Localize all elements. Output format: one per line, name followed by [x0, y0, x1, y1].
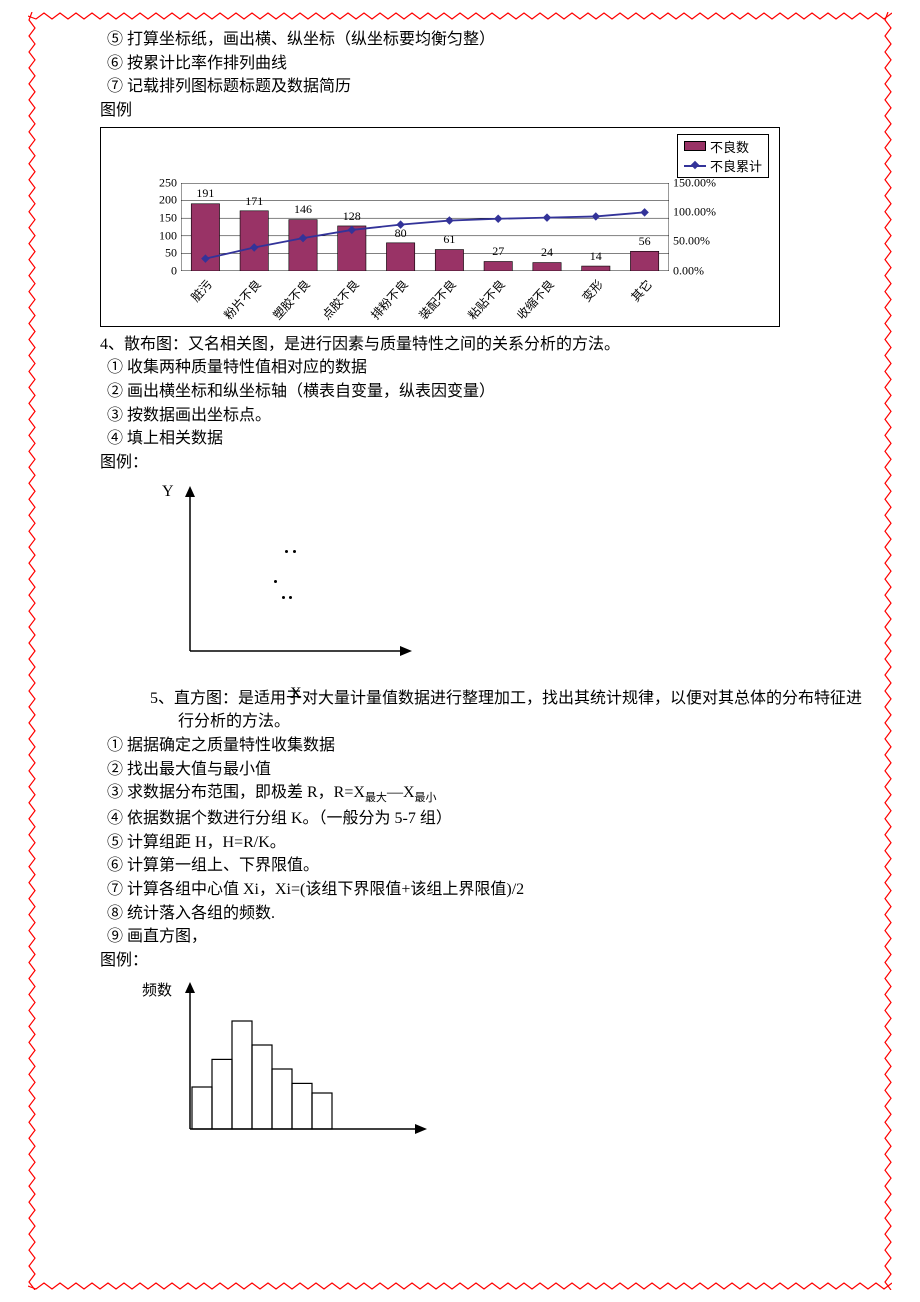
y-left-tick: 100 — [137, 228, 177, 243]
step3-sub1: 最大 — [365, 793, 387, 805]
legend-line-swatch — [684, 160, 706, 170]
histogram-y-label: 频数 — [142, 979, 172, 1000]
scatter-figure: Y X — [150, 481, 430, 681]
y-axis-right: 0.00%50.00%100.00%150.00% — [673, 183, 757, 271]
step3-sub2: 最小 — [415, 793, 437, 805]
section-5-title: 5、直方图：是适用于对大量计量值数据进行整理加工，找出其统计规律，以便对其总体的… — [100, 687, 870, 734]
x-category-label: 装配不良 — [415, 276, 460, 323]
bar-value-label: 14 — [590, 249, 602, 264]
section-4-step-3: ③ 按数据画出坐标点。 — [107, 404, 870, 428]
legend-bar-swatch — [684, 141, 706, 151]
step3-text: ③ 求数据分布范围，即极差 R，R=X — [107, 784, 365, 801]
scatter-point — [282, 596, 285, 599]
y-left-tick: 150 — [137, 210, 177, 225]
section-5-step-6: ⑥ 计算第一组上、下界限值。 — [107, 854, 870, 878]
legend-line-label: 不良累计 — [710, 156, 762, 175]
pareto-chart: 不良数 不良累计 0 50 100 150 200 250 0.00% 50.00% 100.… — [100, 127, 780, 327]
bar-value-label: 191 — [196, 186, 214, 201]
scatter-point — [293, 550, 296, 553]
x-category-label: 点胶不良 — [318, 276, 363, 323]
scatter-point — [289, 596, 292, 599]
y-left-tick: 200 — [137, 193, 177, 208]
x-category-label: 粉片不良 — [220, 276, 265, 323]
bar-value-label: 24 — [541, 245, 553, 260]
section-4-step-1: ① 收集两种质量特性值相对应的数据 — [107, 356, 870, 380]
plot-area: 191 171 146 128 80 61 27 24 14 56 — [181, 183, 669, 271]
histogram-svg — [150, 979, 450, 1149]
y-left-tick: 50 — [137, 246, 177, 261]
section-4-step-4: ④ 填上相关数据 — [107, 427, 870, 451]
section-4-title: 4、散布图：又名相关图，是进行因素与质量特性之间的关系分析的方法。 — [100, 333, 870, 357]
section-5-step-3: ③ 求数据分布范围，即极差 R，R=X最大—X最小 — [107, 781, 870, 806]
x-category-label: 粘贴不良 — [464, 276, 509, 323]
chart-legend: 不良数 不良累计 — [677, 134, 769, 178]
scatter-points — [150, 481, 430, 681]
y-axis-left: 050100150200250 — [135, 183, 179, 271]
bar-value-label: 146 — [294, 202, 312, 217]
legend-line-row: 不良累计 — [684, 156, 762, 175]
x-category-label: 排粉不良 — [366, 276, 411, 323]
section-5-step-7: ⑦ 计算各组中心值 Xi，Xi=(该组下界限值+该组上界限值)/2 — [107, 878, 870, 902]
section-5-step-8: ⑧ 统计落入各组的频数. — [107, 902, 870, 926]
intro-line-6: ⑥ 按累计比率作排列曲线 — [107, 52, 870, 76]
scatter-point — [285, 550, 288, 553]
y-left-tick: 0 — [137, 263, 177, 278]
y-right-tick: 100.00% — [673, 205, 716, 220]
section-5-step-1: ① 据据确定之质量特性收集数据 — [107, 734, 870, 758]
x-axis-labels: 脏污粉片不良塑胶不良点胶不良排粉不良装配不良粘贴不良收缩不良变形其它 — [181, 272, 669, 324]
scatter-point — [274, 580, 277, 583]
legend-bar-label: 不良数 — [710, 137, 749, 156]
bar-value-label: 80 — [395, 226, 407, 241]
section-5-step-2: ② 找出最大值与最小值 — [107, 758, 870, 782]
y-left-tick: 250 — [137, 175, 177, 190]
page-container: ⑤ 打算坐标纸，画出横、纵坐标（纵坐标要均衡匀整） ⑥ 按累计比率作排列曲线 ⑦… — [0, 0, 920, 1302]
scatter-x-label: X — [290, 685, 302, 703]
x-category-label: 塑胶不良 — [269, 276, 314, 323]
intro-line-5: ⑤ 打算坐标纸，画出横、纵坐标（纵坐标要均衡匀整） — [107, 28, 870, 52]
x-category-label: 变形 — [578, 276, 607, 305]
figure-label-2: 图例： — [100, 451, 870, 475]
x-category-label: 收缩不良 — [513, 276, 558, 323]
y-right-tick: 50.00% — [673, 234, 710, 249]
legend-bar-row: 不良数 — [684, 137, 762, 156]
x-category-label: 脏污 — [187, 276, 216, 305]
x-category-label: 其它 — [627, 276, 656, 305]
section-5-step-5: ⑤ 计算组距 H，H=R/K。 — [107, 831, 870, 855]
bar-value-label: 171 — [245, 194, 263, 209]
histogram-figure: 频数 — [150, 979, 450, 1149]
figure-label-1: 图例 — [100, 99, 870, 123]
section-5-step-9: ⑨ 画直方图， — [107, 925, 870, 949]
bar-value-label: 27 — [492, 244, 504, 259]
bar-value-label: 56 — [639, 234, 651, 249]
step3-mid: —X — [387, 784, 415, 801]
intro-line-7: ⑦ 记载排列图标题标题及数据简历 — [107, 75, 870, 99]
section-4-step-2: ② 画出横坐标和纵坐标轴（横表自变量，纵表因变量） — [107, 380, 870, 404]
figure-label-3: 图例： — [100, 949, 870, 973]
bar-value-label: 61 — [443, 232, 455, 247]
section-5-step-4: ④ 依据数据个数进行分组 K。（一般分为 5-7 组） — [107, 807, 870, 831]
bar-value-label: 128 — [343, 209, 361, 224]
y-right-tick: 150.00% — [673, 175, 716, 190]
y-right-tick: 0.00% — [673, 263, 704, 278]
